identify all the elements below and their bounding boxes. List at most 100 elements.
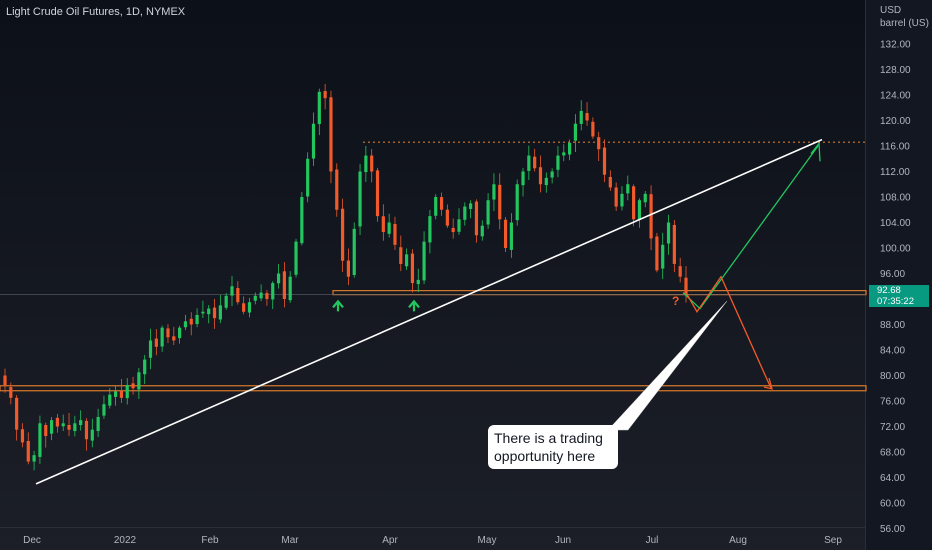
candle-body <box>585 113 589 121</box>
candle-body <box>247 302 252 313</box>
candle-body <box>207 308 211 315</box>
candle-body <box>96 416 100 432</box>
callout-bubble: There is a trading opportunity here <box>488 425 618 469</box>
candle-body <box>451 227 455 233</box>
candle-body <box>608 176 612 188</box>
x-tick-label: Aug <box>729 535 747 546</box>
candle-body <box>271 283 275 300</box>
candle-body <box>544 177 548 186</box>
candle-body <box>480 225 484 237</box>
bar-countdown: 07:35:22 <box>877 295 914 307</box>
candle-body <box>591 121 595 137</box>
y-tick-label: 68.00 <box>880 448 905 459</box>
candle-body <box>661 244 665 269</box>
candle-body <box>562 152 566 156</box>
candle-body <box>20 429 25 443</box>
candle-body <box>166 328 170 338</box>
bounce-arrow-icon <box>332 299 344 312</box>
candle-body <box>108 394 112 406</box>
x-tick-label: Apr <box>382 535 398 546</box>
candle-body <box>626 184 630 194</box>
candle-body <box>399 247 403 264</box>
x-tick-label: 2022 <box>114 535 137 546</box>
candle-body <box>218 305 222 320</box>
candle-body <box>521 171 525 186</box>
x-axis: Dec 2022 Feb Mar Apr May Jun Jul Aug Sep <box>23 535 842 546</box>
candle-body <box>649 194 653 239</box>
candle-body <box>172 336 176 341</box>
candle-body <box>445 209 449 226</box>
candle-body <box>32 455 36 462</box>
candle-body <box>434 197 438 216</box>
y-tick-label: 128.00 <box>880 65 911 76</box>
question-mark: ? <box>672 294 679 308</box>
candle-body <box>311 123 316 159</box>
y-tick-label: 104.00 <box>880 218 911 229</box>
callout-line-1: There is a trading <box>494 430 603 446</box>
candle-body <box>527 155 531 171</box>
candle-body <box>340 208 345 261</box>
x-tick-label: Jul <box>646 535 659 546</box>
candle-body <box>643 193 647 203</box>
candle-body <box>125 385 129 399</box>
candle-body <box>637 200 642 220</box>
candle-body <box>61 423 65 427</box>
candle-body <box>620 193 624 207</box>
candle-body <box>265 293 269 299</box>
x-tick-label: Jun <box>555 535 571 546</box>
candle-body <box>469 203 473 209</box>
candle-body <box>515 184 519 221</box>
key-levels <box>0 141 867 392</box>
candle-body <box>550 171 554 178</box>
candle-body <box>224 295 228 308</box>
candle-body <box>387 222 391 234</box>
candle-body <box>242 303 246 312</box>
candle-body <box>259 292 263 299</box>
candle-body <box>306 158 310 197</box>
candle-body <box>614 187 618 207</box>
candle-body <box>90 429 94 441</box>
y-tick-label: 88.00 <box>880 320 905 331</box>
callout-line-2: opportunity here <box>494 448 596 464</box>
candle-body <box>317 91 321 125</box>
candle-body <box>579 110 583 124</box>
support-zone-lower <box>0 385 867 392</box>
candle-body <box>410 253 415 284</box>
candle-body <box>463 206 467 220</box>
y-tick-label: 116.00 <box>880 142 910 153</box>
candle-body <box>236 288 240 303</box>
candle-body <box>503 219 508 248</box>
candle-body <box>67 424 71 430</box>
candle-body <box>405 254 409 267</box>
candle-body <box>672 224 676 264</box>
candle-body <box>323 90 327 99</box>
y-tick-label: 72.00 <box>880 422 905 433</box>
candle-body <box>370 155 374 172</box>
candle-body <box>509 222 513 250</box>
price-axis-panel <box>866 0 932 550</box>
candle-body <box>498 184 502 220</box>
y-tick-label: 96.00 <box>880 269 905 280</box>
trendline <box>35 138 823 485</box>
candle-body <box>38 423 42 457</box>
y-tick-label: 60.00 <box>880 499 905 510</box>
candle-body <box>154 338 158 347</box>
last-price: 92.68 <box>877 285 901 296</box>
candle-body <box>300 197 304 244</box>
unit-measure: barrel (US) <box>880 18 929 29</box>
candle-body <box>573 123 578 141</box>
y-tick-label: 100.00 <box>880 244 911 255</box>
candle-body <box>486 200 490 225</box>
y-tick-label: 64.00 <box>880 473 905 484</box>
candle-body <box>15 397 19 430</box>
x-tick-label: Sep <box>824 535 842 546</box>
chart-title: Light Crude Oil Futures, 1D, NYMEX <box>6 6 186 18</box>
candle-body <box>160 327 164 347</box>
x-tick-label: Dec <box>23 535 41 546</box>
candle-body <box>666 222 671 244</box>
bearish-projection <box>685 275 772 389</box>
candle-body <box>84 420 89 440</box>
candle-body <box>49 420 54 434</box>
bearish-arrow-head <box>763 377 773 390</box>
